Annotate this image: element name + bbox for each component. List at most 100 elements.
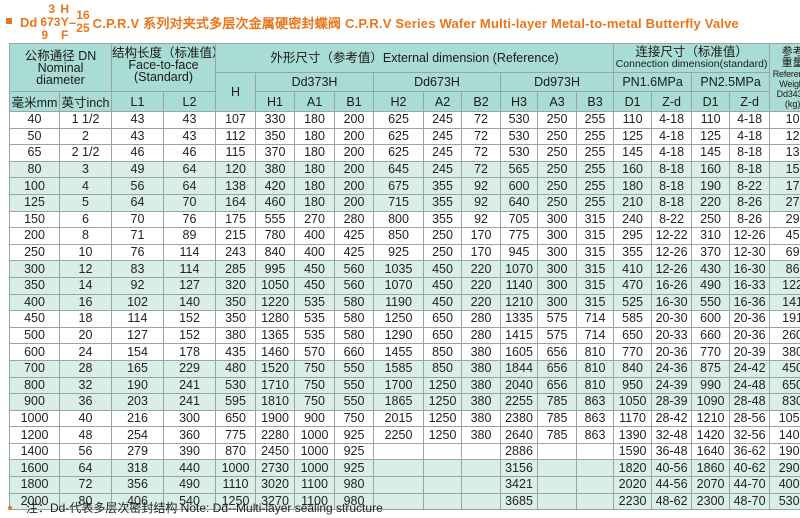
table-cell: 1900 <box>255 409 296 428</box>
table-cell: 656 <box>537 376 578 395</box>
table-cell: 40 <box>9 111 60 129</box>
table-row: 40 1 1/2 43 43 107 330 180 200 625 245 72 530 250 255… <box>9 111 800 129</box>
table-cell: 650 <box>423 326 463 345</box>
table-cell: 170 <box>461 227 502 245</box>
table-cell: 20-36 <box>729 310 771 328</box>
table-cell: 280 <box>461 326 502 345</box>
l2-header: L2 <box>162 91 217 112</box>
table-cell: 70 <box>162 193 217 212</box>
table-cell: 216 <box>111 409 164 428</box>
table-cell <box>373 492 425 511</box>
table-cell: 420 <box>255 177 296 195</box>
table-cell: 580 <box>334 326 375 345</box>
table-cell: 450 <box>769 359 800 378</box>
table-cell: 8-18 <box>729 160 771 179</box>
table-cell: 2 <box>59 127 112 146</box>
table-cell: 800 <box>373 210 425 229</box>
h1-header: H1 <box>255 91 296 112</box>
table-cell: 300 <box>537 210 578 229</box>
table-cell: 16-30 <box>729 260 771 278</box>
table-cell: 530 <box>500 111 539 129</box>
table-cell: 1210 <box>500 293 539 312</box>
table-cell: 190 <box>691 177 731 195</box>
table-cell <box>537 442 578 461</box>
table-cell: 850 <box>423 343 463 361</box>
weight-cn2: 重量 <box>781 56 800 69</box>
table-cell: 152 <box>162 310 217 328</box>
table-cell: 2000 <box>9 492 60 511</box>
table-cell: 15 <box>769 160 800 179</box>
table-cell: 145 <box>691 144 731 162</box>
table-cell: 990 <box>691 376 731 395</box>
table-cell: 16-36 <box>729 293 771 312</box>
table-cell: 250 <box>423 243 463 262</box>
table-cell: 1400 <box>9 442 60 461</box>
table-cell: 1050 <box>769 409 800 428</box>
table-cell: 28-39 <box>651 393 693 411</box>
table-cell: 1035 <box>373 260 425 278</box>
table-cell: 200 <box>334 144 375 162</box>
table-cell: 400 <box>9 293 60 312</box>
table-cell: 48-70 <box>729 492 771 511</box>
table-cell: 12-22 <box>651 227 693 245</box>
table-row: 1000 40 216 300 650 1900 900 750 2015 1250 380 2380… <box>9 409 800 428</box>
table-cell: 14 <box>59 276 112 295</box>
external-dimension-header: 外形尺寸（参考值）External dimension (Reference) <box>215 43 615 73</box>
table-cell: 1000 <box>294 426 336 444</box>
table-cell: 125 <box>691 127 731 146</box>
table-row: 1200 48 254 360 775 2280 1000 925 2250 1250 380 264… <box>9 426 800 444</box>
table-cell: 127 <box>162 276 217 295</box>
table-cell: 550 <box>691 293 731 312</box>
table-cell: 1250 <box>215 492 257 511</box>
table-cell: 450 <box>423 276 463 295</box>
table-cell: 750 <box>294 359 336 378</box>
table-cell: 20-36 <box>651 343 693 361</box>
table-cell: 1210 <box>691 409 731 428</box>
table-cell <box>576 492 615 511</box>
table-cell: 255 <box>576 193 615 212</box>
table-cell: 72 <box>461 111 502 129</box>
table-cell: 220 <box>461 276 502 295</box>
table-row: 80 3 49 64 120 380 180 200 645 245 72 565 250 255 160 8… <box>9 160 800 179</box>
table-cell: 318 <box>111 459 164 478</box>
table-cell: 16-26 <box>651 276 693 295</box>
table-row: 1400 56 279 390 870 2450 1000 925 2886 1590 36-48 1… <box>9 442 800 461</box>
table-cell: 380 <box>461 359 502 378</box>
table-cell: 840 <box>613 359 653 378</box>
table-cell: 150 <box>9 210 60 229</box>
table-cell: 210 <box>613 193 653 212</box>
table-cell: 440 <box>162 459 217 478</box>
table-cell: 1420 <box>691 426 731 444</box>
table-cell: 863 <box>576 393 615 411</box>
a1-header: A1 <box>294 91 336 112</box>
table-cell: 16-30 <box>651 293 693 312</box>
table-cell: 220 <box>691 193 731 212</box>
table-cell: 1200 <box>9 426 60 444</box>
table-cell: 27 <box>769 193 800 212</box>
table-cell: 24 <box>59 343 112 361</box>
table-cell: 102 <box>111 293 164 312</box>
table-cell: 92 <box>461 210 502 229</box>
table-cell: 370 <box>255 144 296 162</box>
table-cell: 1365 <box>255 326 296 345</box>
d1-pn16-header: D1 <box>613 91 653 112</box>
footnote-text: 注：Dd-代表多层次密封结构 Note: Dd--Multi-layer sea… <box>26 501 383 515</box>
table-cell: 370 <box>691 243 731 262</box>
table-cell: 12-26 <box>651 243 693 262</box>
table-cell: 525 <box>613 293 653 312</box>
zd-pn16-header: Z-d <box>651 91 693 112</box>
table-cell: 650 <box>613 326 653 345</box>
table-cell: 1800 <box>9 476 60 494</box>
table-cell: 200 <box>334 111 375 129</box>
table-cell: 4-18 <box>651 111 693 129</box>
table-cell: 650 <box>423 310 463 328</box>
table-cell: 245 <box>423 111 463 129</box>
table-row: 700 28 165 229 480 1520 750 550 1585 850 380 1844 65… <box>9 359 800 378</box>
b2-header: B2 <box>461 91 502 112</box>
zd-pn25-header: Z-d <box>729 91 771 112</box>
table-cell: 2 1/2 <box>59 144 112 162</box>
table-cell: 400 <box>294 227 336 245</box>
table-cell: 435 <box>215 343 257 361</box>
table-cell: 250 <box>537 160 578 179</box>
